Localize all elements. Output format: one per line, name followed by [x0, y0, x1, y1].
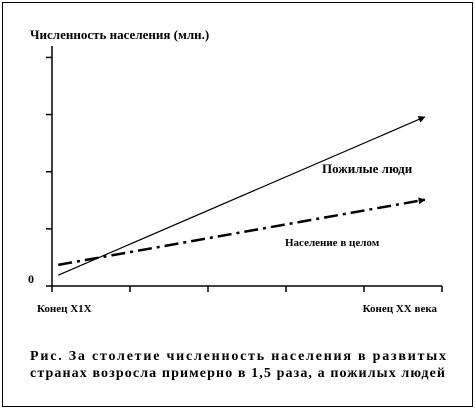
series-label: Население в целом [285, 237, 380, 249]
series-line [58, 116, 426, 276]
y-tick-label: 0 [28, 272, 34, 286]
caption-line: странах возросла примерно в 1,5 раза, а … [30, 366, 445, 381]
x-tick-label: Конец Х1Х [37, 303, 92, 315]
series-line [58, 197, 426, 267]
caption-line: Рис. За столетие численность населения в… [30, 349, 446, 364]
series-label: Пожилые люди [322, 161, 413, 176]
chart-title: Численность населения (млн.) [30, 27, 209, 42]
x-tick-label: Конец ХХ века [363, 303, 438, 315]
